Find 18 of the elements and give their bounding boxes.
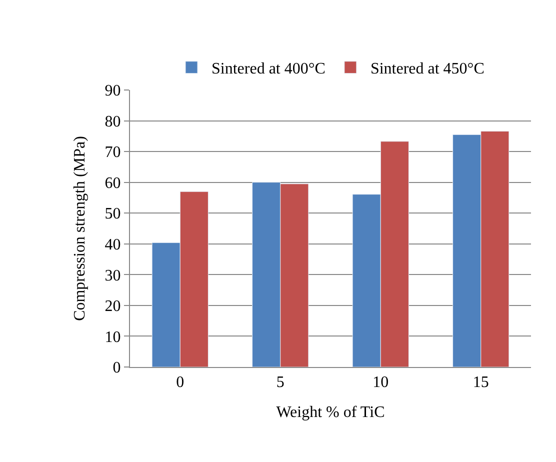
x-axis-title: Weight % of TiC xyxy=(276,404,385,421)
y-axis-title: Compression strength (MPa) xyxy=(72,136,89,321)
y-tick-label: 30 xyxy=(104,267,121,284)
y-tick-label: 70 xyxy=(104,144,121,162)
y-tick-label: 0 xyxy=(112,360,121,377)
x-tick-label: 0 xyxy=(176,374,184,392)
x-tick-label: 10 xyxy=(372,374,389,392)
y-tick-label: 80 xyxy=(104,113,121,130)
y-tick-label: 60 xyxy=(104,174,121,192)
y-tick-label: 10 xyxy=(104,328,121,346)
y-tick-label: 40 xyxy=(104,236,121,254)
y-tick-label: 50 xyxy=(104,206,121,223)
x-tick-label: 15 xyxy=(472,374,489,392)
x-tick-label: 5 xyxy=(276,374,284,392)
legend-label: Sintered at 450°C xyxy=(370,60,484,78)
y-tick-label: 20 xyxy=(104,298,121,316)
legend-label: Sintered at 400°C xyxy=(212,60,326,78)
y-tick-label: 90 xyxy=(104,82,121,100)
